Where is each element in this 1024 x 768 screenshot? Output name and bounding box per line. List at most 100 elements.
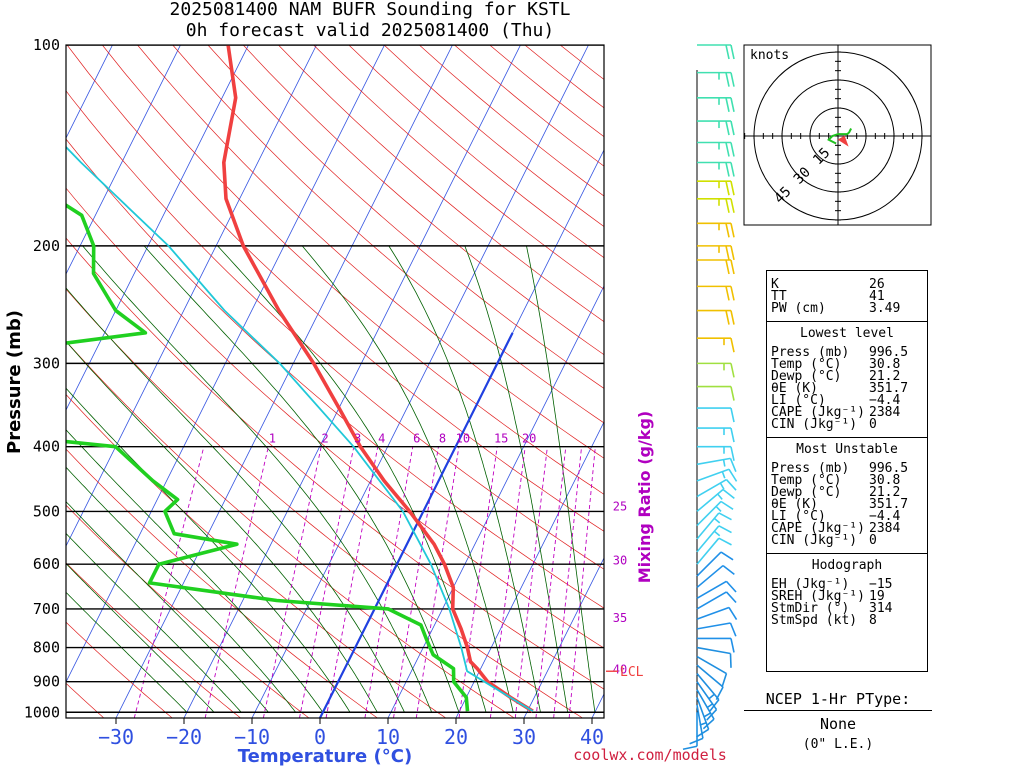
wind-barb: [696, 500, 734, 527]
y-tick-label: 100: [33, 36, 60, 54]
index-row: Press (mb) 996.5: [767, 345, 927, 360]
mixing-ratio-label: 8: [439, 432, 446, 446]
lowest-level-title: Lowest level: [800, 326, 894, 341]
wind-barb: [697, 71, 735, 87]
dry-adiabat-line: [66, 45, 604, 532]
x-tick-label: −10: [234, 725, 270, 749]
wind-barb: [696, 564, 735, 589]
index-row: θE (K) 351.7: [767, 497, 927, 512]
y-tick-label: 900: [33, 673, 60, 691]
dry-adiabat-line: [66, 90, 604, 570]
index-label: Dewp (°C): [771, 369, 842, 384]
index-value: −4.4: [869, 393, 901, 408]
wind-barb: [696, 622, 737, 637]
index-value: 26: [869, 277, 885, 292]
parcel-profile-line: [66, 145, 534, 712]
ptype-box: NCEP 1-Hr PType: None (0" L.E.): [744, 690, 932, 752]
wind-barb: [697, 197, 735, 213]
index-row: K 26: [767, 277, 927, 292]
y-axis-label: Pressure (mb): [4, 310, 25, 454]
dry-adiabat-line: [66, 288, 583, 718]
wind-barb: [697, 407, 735, 423]
wind-barb: [697, 141, 735, 157]
wind-barb: [696, 673, 720, 712]
hodograph-trace: [827, 128, 852, 145]
isotherm-line: [387, 285, 604, 718]
ptype-value: None: [819, 715, 857, 733]
isotherm-line: [66, 45, 317, 547]
wind-barb: [696, 580, 737, 600]
x-tick-label: −20: [166, 725, 202, 749]
hodograph-units-label: knots: [750, 48, 789, 63]
wind-barb: [697, 337, 735, 353]
dry-adiabat-line: [66, 237, 604, 690]
ptype-title: NCEP 1-Hr PType:: [744, 690, 932, 711]
index-label: CAPE (Jkg⁻¹): [771, 521, 865, 536]
chart-title-line2: 0h forecast valid 2025081400 (Thu): [185, 20, 555, 41]
x-axis-label: Temperature (°C): [238, 746, 412, 767]
storm-motion-marker: [837, 135, 849, 147]
dry-adiabat-line: [102, 45, 604, 495]
moist-adiabat-line: [217, 245, 487, 713]
dry-adiabat-line: [242, 45, 604, 356]
index-label: Temp (°C): [771, 357, 842, 372]
index-value: 314: [869, 601, 893, 616]
mixing-ratio-line: [133, 446, 205, 718]
index-value: 996.5: [869, 461, 909, 476]
wind-barb: [697, 445, 735, 461]
dry-adiabat-line: [137, 45, 604, 459]
isotherm-line: [251, 45, 589, 718]
index-label: TT: [771, 289, 787, 304]
dry-adiabat-line: [66, 562, 241, 718]
isotherm-line: [183, 45, 521, 718]
wind-barb: [696, 646, 732, 668]
y-tick-label: 400: [33, 438, 60, 456]
index-row: θE (K) 351.7: [767, 382, 927, 395]
mixing-ratio-label: 10: [456, 432, 470, 446]
wind-barb: [697, 259, 735, 275]
footer-credit: coolwx.com/models: [573, 746, 727, 764]
wind-barb: [696, 457, 737, 472]
index-row: EH (Jkg⁻¹) −15: [767, 577, 927, 592]
index-label: Dewp (°C): [771, 485, 842, 500]
wind-barb: [696, 478, 737, 498]
index-row: CAPE (Jkg⁻¹) 2384: [767, 521, 927, 536]
mixing-ratio-line: [535, 446, 567, 718]
isotherm-line: [66, 45, 249, 411]
index-label: K: [771, 277, 779, 292]
wind-barb: [697, 385, 735, 401]
index-value: 30.8: [869, 473, 901, 488]
index-row: Dewp (°C) 21.2: [767, 369, 927, 384]
mixing-ratio-line: [204, 446, 269, 718]
y-tick-label: 700: [33, 600, 60, 618]
wind-barb: [697, 120, 735, 136]
mixing-ratio-label: 35: [613, 611, 627, 625]
index-row: Temp (°C) 30.8: [767, 473, 927, 488]
background-lines: [66, 45, 604, 718]
x-tick-label: −30: [98, 725, 134, 749]
index-label: SREH (Jkg⁻¹): [771, 589, 865, 604]
wind-barb: [697, 97, 735, 113]
mixing-ratio-label: 2: [322, 432, 329, 446]
most-unstable-title: Most Unstable: [796, 442, 898, 457]
mixing-ratio-label: 6: [413, 432, 420, 446]
index-label: PW (cm): [771, 301, 826, 316]
wind-barb: [696, 525, 732, 553]
wind-barb: [696, 655, 728, 688]
wind-barb: [697, 44, 735, 60]
dry-adiabat-line: [66, 621, 173, 718]
x-tick-label: 20: [444, 725, 468, 749]
wind-barb: [697, 285, 735, 301]
dry-adiabat-line: [66, 504, 310, 718]
moist-adiabat-line: [66, 591, 188, 713]
index-label: CIN (Jkg⁻¹): [771, 417, 858, 432]
mixing-ratio-line: [364, 446, 414, 718]
mixing-ratio-label: 20: [522, 432, 536, 446]
index-label: EH (Jkg⁻¹): [771, 577, 850, 592]
wind-barb: [696, 551, 734, 577]
index-value: 996.5: [869, 345, 909, 360]
index-row: Dewp (°C) 21.2: [767, 485, 927, 500]
index-label: StmDir (°): [771, 601, 850, 616]
index-value: 351.7: [869, 497, 909, 512]
index-value: 0: [869, 417, 877, 432]
